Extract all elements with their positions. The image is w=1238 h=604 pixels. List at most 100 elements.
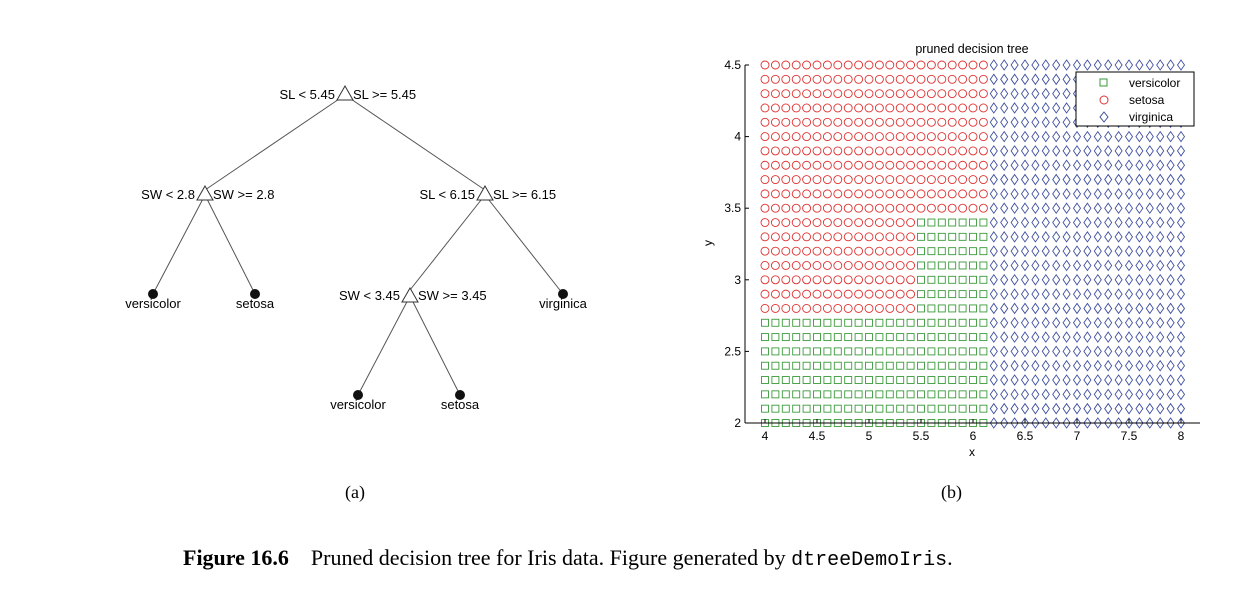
scatter-point-virginica xyxy=(1000,159,1009,172)
scatter-point-virginica xyxy=(1145,130,1154,143)
tree-node-n3-triangle xyxy=(401,286,419,303)
scatter-point-setosa xyxy=(968,132,978,142)
scatter-point-versicolor xyxy=(979,232,988,241)
scatter-point-setosa xyxy=(978,203,988,213)
scatter-point-versicolor xyxy=(958,247,967,256)
scatter-point-setosa xyxy=(760,289,770,299)
scatter-point-virginica xyxy=(1020,145,1030,157)
scatter-point-virginica xyxy=(989,59,998,71)
scatter-point-virginica xyxy=(1176,259,1186,272)
scatter-point-setosa xyxy=(874,74,884,84)
scatter-point-virginica xyxy=(989,130,998,143)
scatter-point-setosa xyxy=(822,261,832,270)
scatter-point-versicolor xyxy=(813,404,821,413)
scatter-point-virginica xyxy=(1166,374,1175,386)
scatter-point-virginica xyxy=(1114,417,1123,429)
scatter-point-setosa xyxy=(822,132,832,142)
scatter-point-versicolor xyxy=(802,318,811,327)
scatter-point-setosa xyxy=(978,103,988,113)
scatter-point-virginica xyxy=(1114,173,1123,186)
scatter-point-virginica xyxy=(1010,374,1019,386)
scatter-point-virginica xyxy=(1093,59,1102,71)
scatter-point-virginica xyxy=(1010,231,1019,243)
scatter-point-versicolor xyxy=(781,404,790,413)
scatter-point-versicolor xyxy=(927,290,936,299)
scatter-point-virginica xyxy=(1052,259,1061,272)
tree-node-n3-left-label: SW < 3.45 xyxy=(339,288,400,303)
scatter-point-virginica xyxy=(1145,359,1154,372)
scatter-point-setosa xyxy=(854,218,864,227)
scatter-point-virginica xyxy=(1104,188,1113,200)
scatter-point-setosa xyxy=(947,74,957,84)
scatter-point-virginica xyxy=(1176,231,1186,243)
scatter-point-virginica xyxy=(1041,359,1050,372)
scatter-point-virginica xyxy=(1000,216,1009,229)
scatter-point-virginica xyxy=(1145,188,1154,200)
scatter-point-versicolor xyxy=(823,376,832,384)
tree-node-n1-triangle xyxy=(196,184,214,201)
scatter-point-virginica xyxy=(1156,245,1165,257)
scatter-point-setosa xyxy=(812,303,822,313)
scatter-point-versicolor xyxy=(969,218,977,227)
scatter-point-virginica xyxy=(1145,316,1154,329)
scatter-point-versicolor xyxy=(833,333,842,342)
scatter-point-virginica xyxy=(989,87,998,100)
scatter-point-virginica xyxy=(1135,288,1144,300)
scatter-point-setosa xyxy=(864,189,874,199)
scatter-point-setosa xyxy=(833,103,843,113)
scatter-point-versicolor xyxy=(833,376,842,384)
scatter-point-virginica xyxy=(1145,173,1154,186)
scatter-point-virginica xyxy=(1093,302,1102,315)
y-tick-label: 4 xyxy=(734,130,741,144)
scatter-point-setosa xyxy=(937,89,947,99)
scatter-point-versicolor xyxy=(917,333,925,342)
scatter-point-setosa xyxy=(833,117,843,127)
scatter-point-setosa xyxy=(885,246,895,256)
scatter-point-virginica xyxy=(1031,316,1040,329)
scatter-point-setosa xyxy=(791,175,801,185)
scatter-point-virginica xyxy=(1124,388,1134,401)
scatter-point-virginica xyxy=(1104,245,1113,257)
scatter-point-setosa xyxy=(937,74,947,84)
y-tick-label: 2 xyxy=(734,416,741,430)
scatter-point-virginica xyxy=(1176,316,1186,329)
scatter-point-setosa xyxy=(802,74,812,84)
scatter-point-setosa xyxy=(895,74,905,84)
scatter-point-versicolor xyxy=(969,275,977,284)
scatter-point-virginica xyxy=(1000,259,1009,272)
scatter-point-virginica xyxy=(1114,202,1123,214)
scatter-point-virginica xyxy=(1104,331,1113,343)
scatter-point-virginica xyxy=(1124,145,1134,157)
scatter-point-setosa xyxy=(895,175,905,185)
scatter-point-setosa xyxy=(812,89,822,99)
scatter-point-setosa xyxy=(906,60,916,70)
scatter-point-setosa xyxy=(812,117,822,127)
scatter-point-versicolor xyxy=(979,347,988,356)
scatter-point-virginica xyxy=(1145,288,1154,300)
scatter-point-virginica xyxy=(1072,216,1082,229)
scatter-point-setosa xyxy=(770,146,780,156)
scatter-point-virginica xyxy=(1052,417,1061,429)
scatter-point-setosa xyxy=(916,117,926,127)
scatter-point-virginica xyxy=(1145,402,1154,415)
scatter-point-virginica xyxy=(1104,359,1113,372)
scatter-point-setosa xyxy=(864,275,874,285)
scatter-point-setosa xyxy=(791,89,801,99)
scatter-point-setosa xyxy=(770,261,780,270)
scatter-point-versicolor xyxy=(958,218,967,227)
scatter-point-virginica xyxy=(1000,274,1009,286)
scatter-point-virginica xyxy=(1062,288,1071,300)
scatter-point-setosa xyxy=(843,246,853,256)
scatter-point-setosa xyxy=(833,232,843,242)
scatter-point-setosa xyxy=(895,89,905,99)
scatter-point-virginica xyxy=(1093,388,1102,401)
scatter-point-setosa xyxy=(864,175,874,185)
scatter-point-versicolor xyxy=(948,376,957,384)
scatter-point-versicolor xyxy=(979,333,988,342)
scatter-point-virginica xyxy=(1072,359,1082,372)
scatter-point-versicolor xyxy=(761,404,769,413)
scatter-point-versicolor xyxy=(969,318,977,327)
scatter-point-virginica xyxy=(1041,188,1050,200)
scatter-point-setosa xyxy=(906,160,916,170)
scatter-point-virginica xyxy=(1020,359,1030,372)
